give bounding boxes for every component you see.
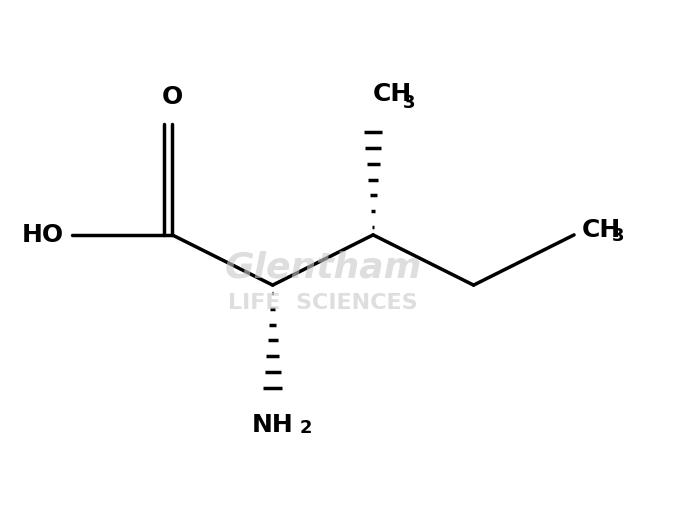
Text: Glentham: Glentham (224, 250, 422, 284)
Text: O: O (161, 85, 183, 109)
Text: NH: NH (252, 413, 294, 437)
Text: HO: HO (22, 223, 63, 247)
Text: LIFE  SCIENCES: LIFE SCIENCES (228, 293, 418, 313)
Text: CH: CH (373, 82, 412, 106)
Text: 3: 3 (612, 227, 625, 245)
Text: 2: 2 (300, 419, 313, 437)
Text: CH: CH (582, 218, 622, 242)
Text: 3: 3 (403, 94, 416, 112)
